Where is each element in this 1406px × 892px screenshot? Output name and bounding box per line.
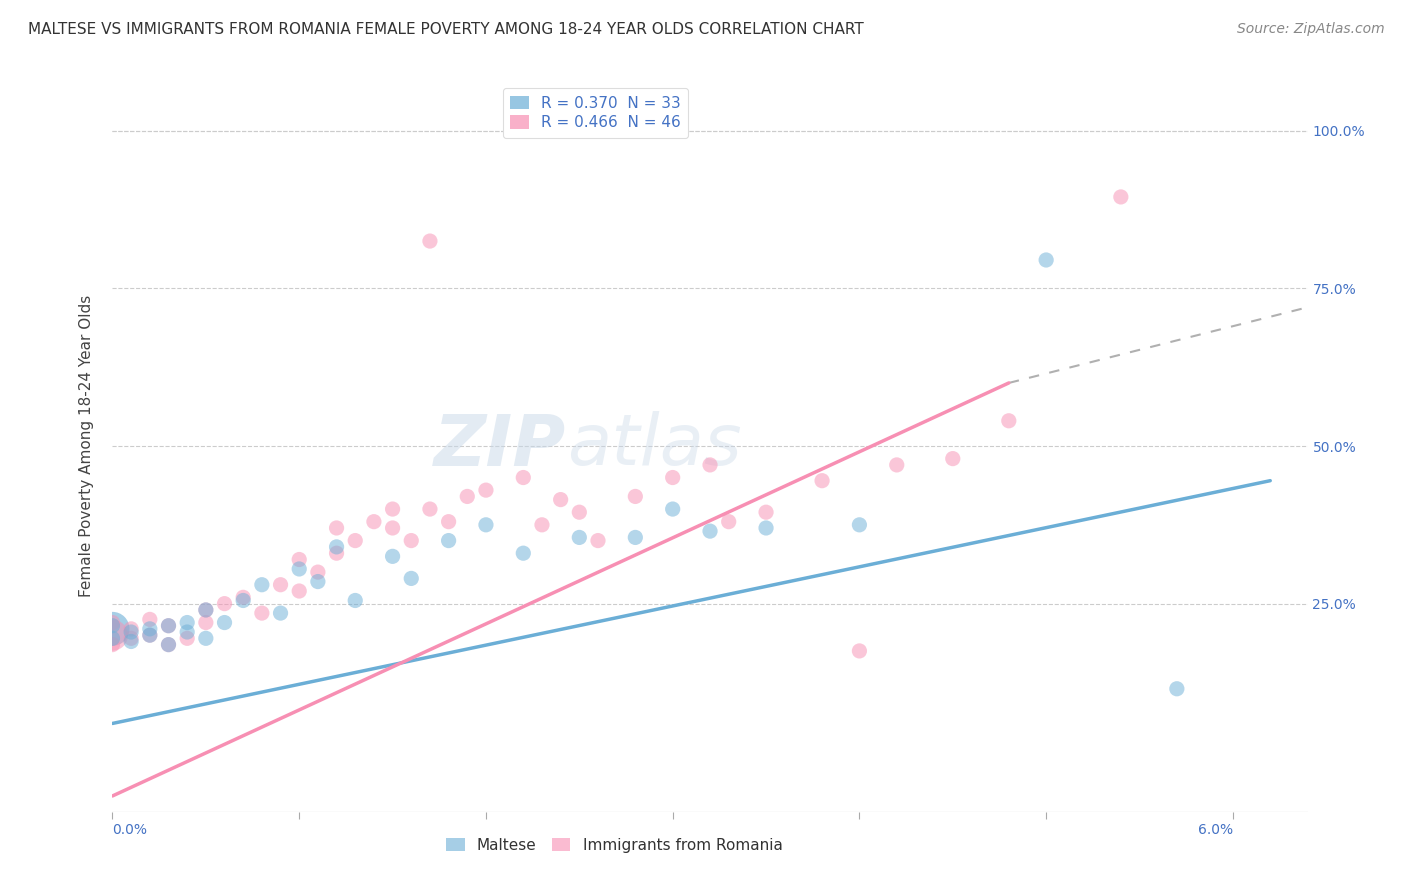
Point [624,530,647,544]
Text: MALTESE VS IMMIGRANTS FROM ROMANIA FEMALE POVERTY AMONG 18-24 YEAR OLDS CORRELAT: MALTESE VS IMMIGRANTS FROM ROMANIA FEMAL… [28,22,863,37]
Point [120,622,142,636]
Point [157,618,180,632]
Point [661,470,683,484]
Point [101,615,124,630]
Point [1166,681,1188,696]
Point [755,521,778,535]
Point [194,603,217,617]
Point [194,615,217,630]
Text: Source: ZipAtlas.com: Source: ZipAtlas.com [1237,22,1385,37]
Point [381,549,404,564]
Point [270,578,292,592]
Point [586,533,609,548]
Point [344,533,367,548]
Point [325,521,347,535]
Point [475,483,498,497]
Point [101,628,124,642]
Point [307,565,329,579]
Point [139,628,162,642]
Point [530,517,553,532]
Point [811,474,834,488]
Point [437,533,460,548]
Point [288,552,311,566]
Point [437,515,460,529]
Point [401,533,423,548]
Y-axis label: Female Poverty Among 18-24 Year Olds: Female Poverty Among 18-24 Year Olds [79,295,94,597]
Point [288,562,311,576]
Point [755,505,778,519]
Point [194,632,217,646]
Point [232,591,254,605]
Legend: Maltese, Immigrants from Romania: Maltese, Immigrants from Romania [440,831,789,859]
Point [101,632,124,646]
Point [550,492,572,507]
Point [699,458,721,472]
Point [942,451,965,466]
Point [139,628,162,642]
Point [120,632,142,646]
Point [419,234,441,248]
Point [214,597,236,611]
Point [214,615,236,630]
Point [344,593,367,607]
Point [568,530,591,544]
Point [139,622,162,636]
Point [1109,190,1132,204]
Text: atlas: atlas [567,411,741,481]
Point [194,603,217,617]
Point [250,578,273,592]
Point [120,634,142,648]
Point [325,540,347,554]
Point [401,571,423,585]
Point [624,490,647,504]
Point [176,632,198,646]
Point [568,505,591,519]
Point [307,574,329,589]
Point [270,606,292,620]
Text: 6.0%: 6.0% [1198,823,1233,837]
Point [381,502,404,516]
Point [232,593,254,607]
Point [456,490,478,504]
Point [101,618,124,632]
Point [848,644,870,658]
Point [101,622,124,636]
Point [157,618,180,632]
Point [848,517,870,532]
Point [699,524,721,538]
Point [176,615,198,630]
Point [381,521,404,535]
Point [363,515,385,529]
Point [288,584,311,599]
Point [512,470,534,484]
Point [176,625,198,640]
Text: 0.0%: 0.0% [112,823,148,837]
Point [512,546,534,560]
Point [157,638,180,652]
Point [139,612,162,626]
Point [157,638,180,652]
Point [661,502,683,516]
Point [1035,252,1057,267]
Point [717,515,740,529]
Point [419,502,441,516]
Point [475,517,498,532]
Point [998,414,1021,428]
Point [120,625,142,640]
Point [325,546,347,560]
Point [101,638,124,652]
Point [250,606,273,620]
Point [886,458,908,472]
Text: ZIP: ZIP [434,411,567,481]
